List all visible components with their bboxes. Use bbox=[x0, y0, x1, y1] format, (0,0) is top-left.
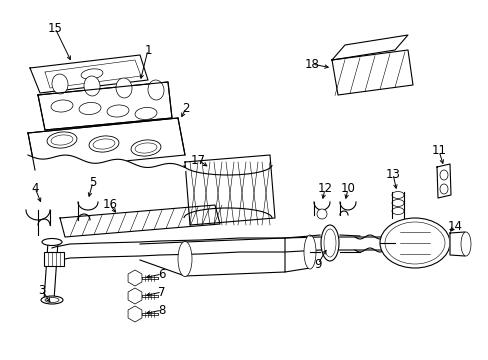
Text: 1: 1 bbox=[144, 44, 151, 57]
Ellipse shape bbox=[51, 100, 73, 112]
Ellipse shape bbox=[89, 136, 119, 152]
Ellipse shape bbox=[41, 296, 63, 304]
Text: 6: 6 bbox=[158, 267, 165, 280]
Text: 3: 3 bbox=[38, 284, 45, 297]
Text: 10: 10 bbox=[340, 183, 355, 195]
Text: 17: 17 bbox=[190, 153, 205, 166]
Ellipse shape bbox=[391, 199, 403, 207]
Ellipse shape bbox=[93, 139, 115, 149]
Ellipse shape bbox=[52, 74, 68, 94]
Ellipse shape bbox=[379, 218, 449, 268]
Ellipse shape bbox=[439, 184, 447, 194]
Ellipse shape bbox=[131, 140, 161, 156]
Ellipse shape bbox=[304, 235, 315, 269]
Polygon shape bbox=[436, 164, 450, 198]
Polygon shape bbox=[331, 35, 407, 60]
Ellipse shape bbox=[324, 229, 335, 257]
Ellipse shape bbox=[42, 238, 62, 246]
Ellipse shape bbox=[320, 225, 338, 261]
Polygon shape bbox=[28, 118, 184, 170]
Ellipse shape bbox=[47, 132, 77, 148]
Text: 14: 14 bbox=[447, 220, 462, 233]
Ellipse shape bbox=[316, 209, 326, 219]
Ellipse shape bbox=[178, 242, 192, 276]
Polygon shape bbox=[60, 205, 220, 237]
Ellipse shape bbox=[135, 143, 157, 153]
Text: 11: 11 bbox=[430, 144, 446, 158]
Polygon shape bbox=[331, 50, 412, 95]
Ellipse shape bbox=[460, 232, 470, 256]
Ellipse shape bbox=[391, 192, 403, 198]
Polygon shape bbox=[38, 82, 172, 130]
Ellipse shape bbox=[79, 103, 101, 114]
Polygon shape bbox=[184, 155, 274, 225]
Ellipse shape bbox=[384, 222, 444, 264]
Text: 13: 13 bbox=[385, 167, 400, 180]
Ellipse shape bbox=[116, 78, 132, 98]
Text: 5: 5 bbox=[89, 175, 97, 189]
Ellipse shape bbox=[135, 107, 157, 120]
Text: 18: 18 bbox=[304, 58, 319, 71]
Ellipse shape bbox=[81, 69, 102, 79]
Text: 2: 2 bbox=[182, 102, 189, 114]
Text: 16: 16 bbox=[102, 198, 117, 211]
Text: 9: 9 bbox=[314, 257, 321, 270]
Polygon shape bbox=[30, 55, 148, 93]
Polygon shape bbox=[184, 238, 285, 276]
Ellipse shape bbox=[84, 76, 100, 96]
Ellipse shape bbox=[51, 135, 73, 145]
Ellipse shape bbox=[148, 80, 163, 100]
Ellipse shape bbox=[107, 105, 129, 117]
Polygon shape bbox=[449, 232, 467, 256]
Ellipse shape bbox=[391, 207, 403, 215]
Text: 8: 8 bbox=[158, 303, 165, 316]
Text: 12: 12 bbox=[317, 183, 332, 195]
Ellipse shape bbox=[439, 170, 447, 180]
Text: 15: 15 bbox=[47, 22, 62, 35]
Text: 4: 4 bbox=[31, 181, 39, 194]
Text: 7: 7 bbox=[158, 285, 165, 298]
Bar bbox=[44, 252, 64, 266]
Ellipse shape bbox=[45, 297, 59, 302]
